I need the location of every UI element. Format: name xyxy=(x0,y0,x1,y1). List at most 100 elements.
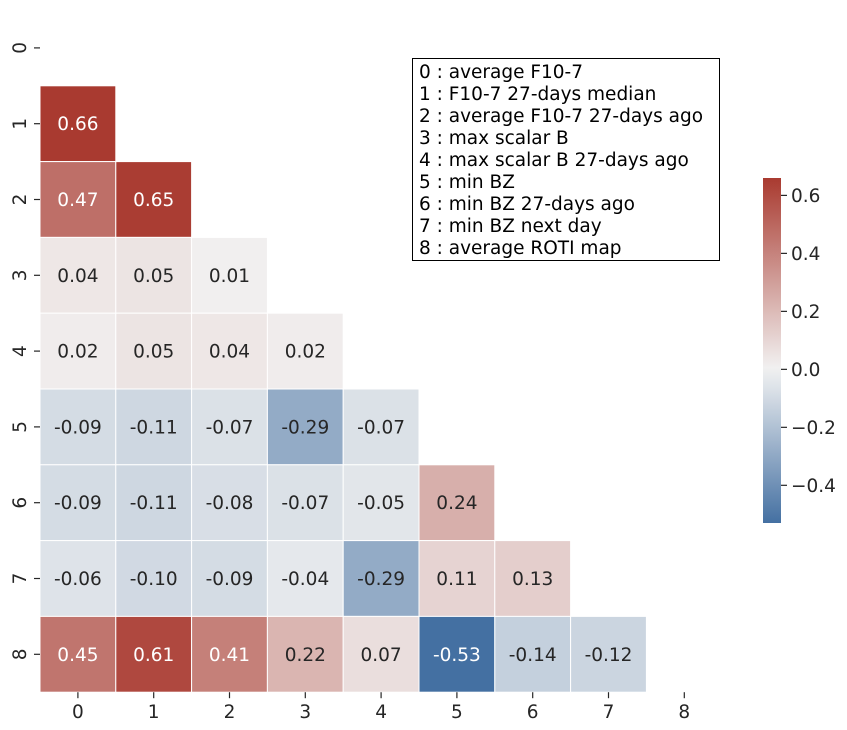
heatmap-cell xyxy=(266,312,344,390)
x-tick-label: 8 xyxy=(678,702,690,723)
colorbar-tick-label: −0.4 xyxy=(791,476,836,497)
cell-value-label: 0.41 xyxy=(209,645,250,666)
heatmap-cell xyxy=(418,615,496,693)
x-tick-label: 4 xyxy=(375,702,387,723)
heatmap-cell xyxy=(115,161,193,238)
cell-value-label: -0.12 xyxy=(585,645,633,666)
heatmap-cell xyxy=(191,312,268,390)
heatmap-cell xyxy=(494,615,572,693)
legend-entry: 0 : average F10-7 xyxy=(419,62,584,83)
x-tick-label: 2 xyxy=(224,702,236,723)
cell-value-label: 0.02 xyxy=(285,342,326,363)
cell-value-label: -0.53 xyxy=(433,645,481,666)
cell-value-label: 0.02 xyxy=(57,342,98,363)
colorbar-tick-label: 0.0 xyxy=(791,360,820,381)
cell-value-label: -0.10 xyxy=(130,569,178,590)
x-tick-label: 5 xyxy=(451,702,463,723)
heatmap-cell xyxy=(266,540,344,617)
colorbar xyxy=(763,178,781,523)
cell-value-label: -0.07 xyxy=(281,493,329,514)
cell-value-label: 0.05 xyxy=(133,342,174,363)
heatmap-cell xyxy=(494,540,572,617)
cell-value-label: 0.04 xyxy=(209,342,250,363)
heatmap-cell xyxy=(342,388,420,466)
cell-value-label: -0.06 xyxy=(54,569,102,590)
cell-value-label: 0.47 xyxy=(57,190,98,211)
heatmap-cell xyxy=(39,236,117,314)
x-tick-label: 6 xyxy=(527,702,539,723)
cell-value-label: -0.11 xyxy=(130,417,178,438)
cell-value-label: 0.04 xyxy=(57,266,98,287)
cell-value-label: 0.01 xyxy=(209,266,250,287)
heatmap-cell xyxy=(115,312,193,390)
heatmap-cell xyxy=(191,615,268,693)
cell-value-label: 0.24 xyxy=(436,493,477,514)
heatmap-cell xyxy=(39,312,117,390)
heatmap-cell xyxy=(342,464,420,542)
cell-value-label: -0.04 xyxy=(281,569,329,590)
heatmap-cell xyxy=(39,85,117,163)
legend-entry: 5 : min BZ xyxy=(419,172,515,193)
legend-entry: 3 : max scalar B xyxy=(419,128,569,149)
heatmap-cell xyxy=(266,464,344,542)
legend-entry: 4 : max scalar B 27-days ago xyxy=(419,150,689,171)
y-tick-label: 6 xyxy=(10,497,31,509)
variable-legend: 0 : average F10-7 1 : F10-7 27-days medi… xyxy=(412,58,720,261)
cell-value-label: 0.13 xyxy=(512,569,553,590)
cell-value-label: 0.07 xyxy=(360,645,401,666)
cell-value-label: -0.07 xyxy=(206,417,254,438)
heatmap-cell xyxy=(191,388,268,466)
heatmap-cell xyxy=(418,464,496,542)
y-tick-label: 2 xyxy=(10,194,31,206)
x-tick-label: 1 xyxy=(148,702,160,723)
y-tick-label: 0 xyxy=(10,42,31,54)
y-tick-label: 4 xyxy=(10,345,31,357)
cell-value-label: -0.08 xyxy=(206,493,254,514)
heatmap-cell xyxy=(342,540,420,617)
colorbar-tick-label: 0.2 xyxy=(791,302,820,323)
heatmap-cell xyxy=(570,615,647,693)
x-tick-label: 0 xyxy=(72,702,84,723)
y-tick-label: 7 xyxy=(10,573,31,585)
heatmap-cell xyxy=(115,540,193,617)
legend-entry: 6 : min BZ 27-days ago xyxy=(419,194,635,215)
heatmap-cell xyxy=(191,236,268,314)
cell-value-label: -0.29 xyxy=(357,569,405,590)
cell-value-label: 0.05 xyxy=(133,266,174,287)
x-tick-label: 7 xyxy=(603,702,615,723)
heatmap-cell xyxy=(418,540,496,617)
cell-value-label: 0.11 xyxy=(436,569,477,590)
colorbar-tick-label: 0.6 xyxy=(791,186,820,207)
heatmap-cell xyxy=(115,464,193,542)
cell-value-label: 0.66 xyxy=(57,114,98,135)
heatmap-cell xyxy=(191,464,268,542)
cell-value-label: -0.09 xyxy=(54,417,102,438)
heatmap-cell xyxy=(115,236,193,314)
cell-value-label: -0.05 xyxy=(357,493,405,514)
colorbar-tick-label: −0.2 xyxy=(791,418,836,439)
legend-entry: 1 : F10-7 27-days median xyxy=(419,84,657,105)
cell-value-label: 0.65 xyxy=(133,190,174,211)
y-tick-label: 1 xyxy=(10,118,31,130)
y-tick-label: 5 xyxy=(10,421,31,433)
y-tick-label: 3 xyxy=(10,269,31,281)
legend-entry: 8 : average ROTI map xyxy=(419,238,622,259)
cell-value-label: -0.29 xyxy=(281,417,329,438)
cell-value-label: -0.14 xyxy=(509,645,557,666)
heatmap-cell xyxy=(39,615,117,693)
heatmap-cell xyxy=(342,615,420,693)
y-tick-label: 8 xyxy=(10,648,31,660)
cell-value-label: -0.11 xyxy=(130,493,178,514)
legend-entry: 7 : min BZ next day xyxy=(419,216,602,237)
cell-value-label: -0.07 xyxy=(357,417,405,438)
colorbar-tick-label: 0.4 xyxy=(791,244,820,265)
legend-entry: 2 : average F10-7 27-days ago xyxy=(419,106,704,127)
heatmap-cell xyxy=(266,615,344,693)
cell-value-label: 0.22 xyxy=(285,645,326,666)
cell-value-label: -0.09 xyxy=(206,569,254,590)
x-tick-label: 3 xyxy=(299,702,311,723)
cell-value-label: 0.45 xyxy=(57,645,98,666)
cell-value-label: 0.61 xyxy=(133,645,174,666)
cell-value-label: -0.09 xyxy=(54,493,102,514)
